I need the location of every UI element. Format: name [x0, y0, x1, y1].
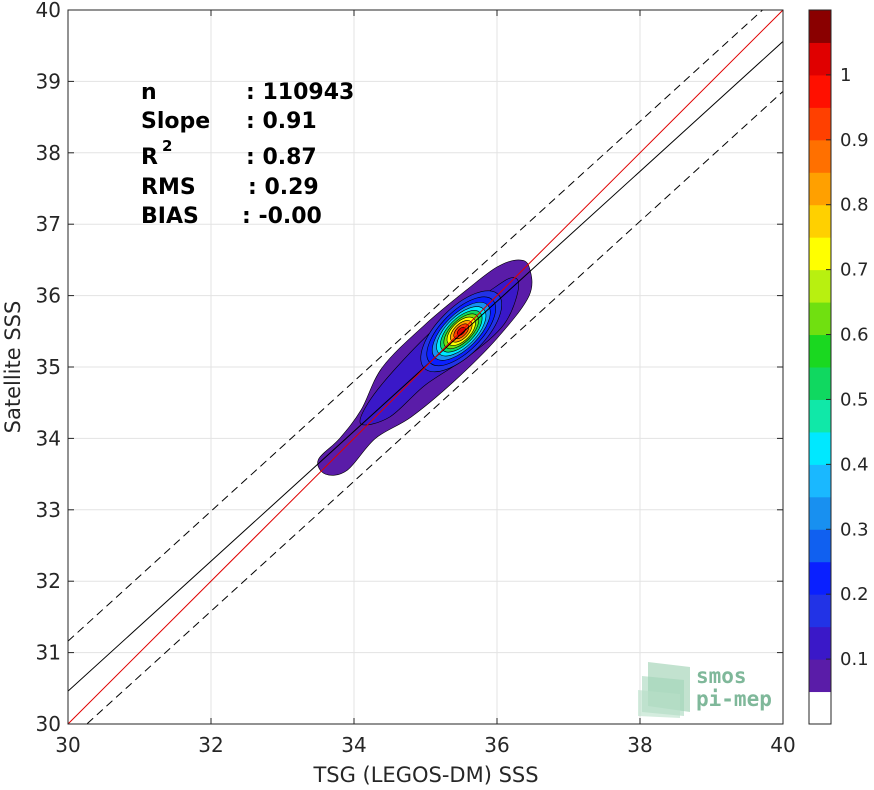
- logo-waves-icon: [638, 662, 690, 718]
- colorbar-tick-label: 0.4: [840, 454, 869, 475]
- colorbar-frame: [808, 9, 832, 725]
- y-tick-label: 34: [36, 426, 61, 450]
- colorbar-segment: [809, 139, 831, 173]
- stat-bias-value: : -0.00: [242, 204, 322, 229]
- x-axis-label: TSG (LEGOS-DM) SSS: [312, 763, 538, 787]
- stat-slope-label: Slope: [141, 109, 210, 134]
- colorbar-segment: [809, 172, 831, 206]
- y-tick-label: 33: [36, 498, 61, 522]
- colorbar-segment: [809, 367, 831, 400]
- colorbar-segment: [809, 42, 831, 76]
- colorbar-segment: [809, 496, 831, 530]
- x-tick-label: 30: [55, 733, 80, 757]
- y-tick-label: 35: [36, 355, 61, 379]
- colorbar-segment: [809, 107, 831, 141]
- colorbar-tick-label: 0.8: [840, 195, 869, 216]
- y-axis-label: Satellite SSS: [1, 301, 25, 434]
- y-tick-label: 40: [36, 0, 61, 22]
- colorbar-tick-label: 0.7: [840, 260, 869, 281]
- colorbar-tick-label: 0.1: [840, 649, 869, 670]
- colorbar-segment: [809, 10, 831, 43]
- lower-bound-line: [86, 91, 783, 724]
- colorbar-segment: [809, 74, 831, 108]
- colorbar-tick-label: 0.9: [840, 130, 869, 151]
- x-tick-label: 38: [627, 733, 652, 757]
- colorbar-segment: [809, 399, 831, 433]
- colorbar-segment: [809, 464, 831, 498]
- upper-bound-line: [68, 10, 764, 642]
- y-tick-label: 32: [36, 569, 61, 593]
- y-tick-label: 39: [36, 69, 61, 93]
- x-tick-label: 40: [770, 733, 795, 757]
- colorbar-tick-label: 1: [840, 65, 851, 86]
- stat-r2-label: R: [141, 145, 158, 170]
- x-tick-label: 34: [341, 733, 366, 757]
- stat-n-label: n: [141, 80, 157, 105]
- colorbar-segment: [809, 626, 831, 660]
- colorbar-segment: [809, 529, 831, 563]
- colorbar-segment: [809, 237, 831, 271]
- stat-rms-label: RMS: [141, 175, 196, 200]
- x-tick-label: 36: [484, 733, 509, 757]
- smos-pimep-logo: smos pi-mep: [638, 662, 772, 718]
- y-tick-label: 30: [36, 712, 61, 736]
- colorbar-tick-label: 0.2: [840, 584, 869, 605]
- colorbar-segment: [809, 302, 831, 336]
- colorbar-tick-label: 0.5: [840, 389, 869, 410]
- y-tick-label: 36: [36, 284, 61, 308]
- stat-bias-label: BIAS: [141, 204, 199, 229]
- stats-box: n : 110943 Slope : 0.91 R 2 : 0.87 RMS :…: [141, 80, 354, 229]
- colorbar-segment: [809, 691, 831, 725]
- y-tick-label: 31: [36, 641, 61, 665]
- colorbar-segment: [809, 204, 831, 238]
- colorbar-tick-label: 0.6: [840, 325, 869, 346]
- colorbar-segment: [809, 269, 831, 303]
- x-tick-label: 32: [198, 733, 223, 757]
- colorbar-tick-label: 0.3: [840, 519, 869, 540]
- stat-n-value: : 110943: [246, 80, 354, 105]
- stat-r2-superscript: 2: [162, 137, 172, 155]
- colorbar-segment: [809, 594, 831, 628]
- logo-smos-text: smos: [696, 664, 747, 688]
- y-tick-label: 38: [36, 141, 61, 165]
- colorbar-segment: [809, 334, 831, 368]
- reference-lines: [68, 10, 783, 724]
- y-ticks: 30 31 32 33 34 35 36 37 38 39 40: [36, 0, 783, 736]
- colorbar-segment: [809, 659, 831, 693]
- colorbar-segment: [809, 561, 831, 595]
- colorbar-ticks: 0.1 0.2 0.3 0.4 0.5 0.6 0.7 0.8 0.9 1: [826, 65, 869, 670]
- stat-r2-value: : 0.87: [246, 145, 317, 170]
- x-ticks: 30 32 34 36 38 40: [55, 10, 796, 757]
- identity-line: [68, 10, 783, 724]
- y-tick-label: 37: [36, 212, 61, 236]
- logo-pimep-text: pi-mep: [696, 687, 772, 711]
- stat-rms-value: : 0.29: [248, 175, 319, 200]
- stat-slope-value: : 0.91: [246, 109, 317, 134]
- regression-line: [68, 41, 783, 692]
- colorbar: [809, 10, 831, 725]
- colorbar-segment: [809, 431, 831, 465]
